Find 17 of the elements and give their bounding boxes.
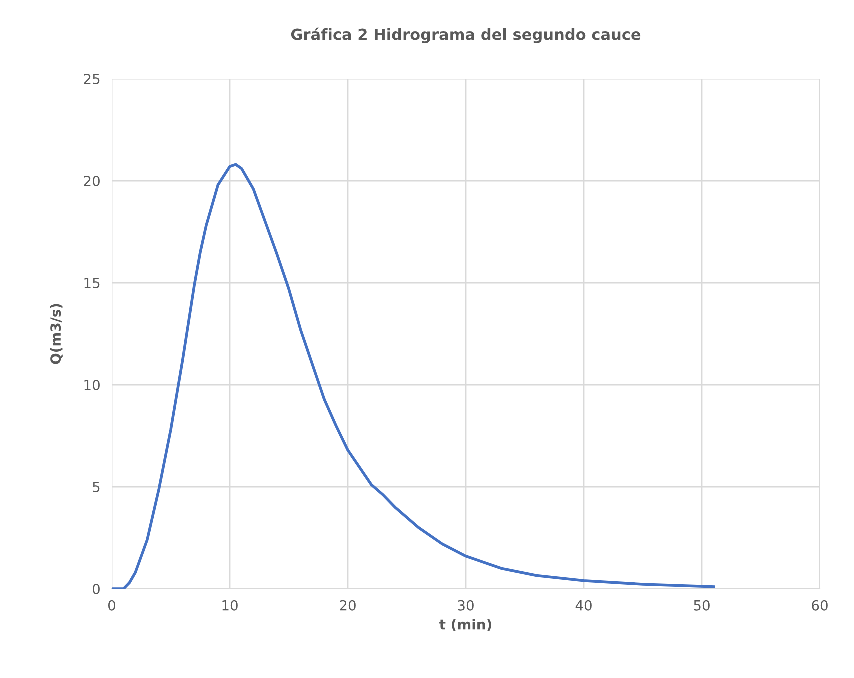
x-tick-label: 50	[694, 600, 710, 611]
x-axis-title: t (min)	[440, 619, 492, 632]
y-tick-label: 15	[84, 278, 100, 288]
y-tick-label: 20	[84, 176, 100, 186]
line-series	[112, 163, 716, 589]
chart-title: Gráfica 2 Hidrograma del segundo cauce	[291, 28, 641, 44]
y-tick-label: 10	[84, 380, 100, 390]
y-axis-title: Q(m3/s)	[50, 304, 63, 364]
y-tick-label: 0	[92, 584, 100, 594]
x-tick-label: 20	[340, 600, 356, 611]
x-tick-label: 30	[458, 600, 474, 611]
y-tick-label: 25	[84, 74, 100, 84]
x-tick-label: 60	[812, 600, 828, 611]
x-tick-label: 10	[222, 600, 238, 611]
x-tick-label: 40	[576, 600, 592, 611]
y-tick-label: 5	[93, 482, 100, 492]
x-tick-label: 0	[108, 600, 116, 611]
